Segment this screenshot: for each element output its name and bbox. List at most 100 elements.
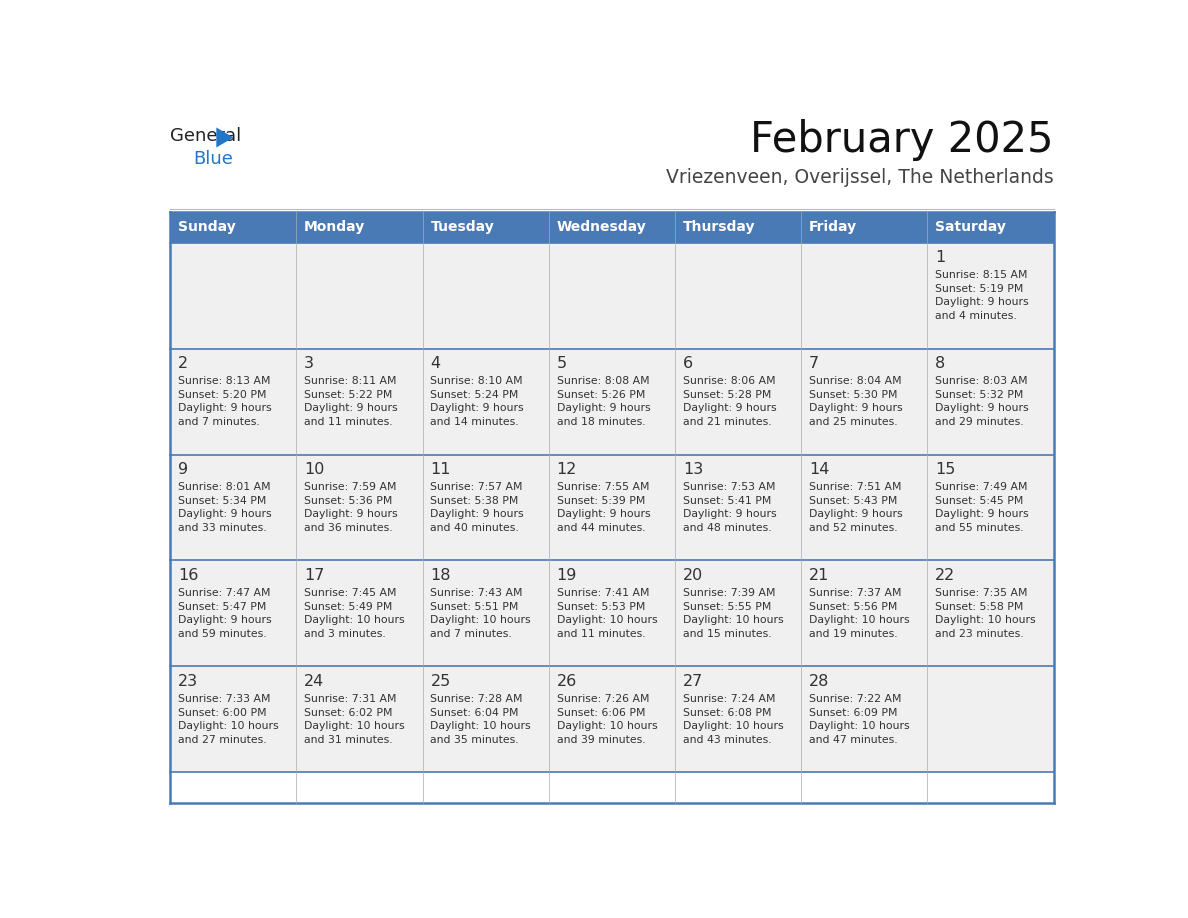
Text: 7: 7 (809, 356, 820, 371)
Text: Blue: Blue (194, 151, 233, 168)
Text: Sunset: 6:04 PM: Sunset: 6:04 PM (430, 708, 519, 718)
Text: Sunset: 5:24 PM: Sunset: 5:24 PM (430, 390, 519, 399)
Text: Daylight: 9 hours: Daylight: 9 hours (178, 509, 272, 520)
Text: Daylight: 9 hours: Daylight: 9 hours (809, 403, 903, 413)
Text: and 14 minutes.: and 14 minutes. (430, 417, 519, 427)
Text: Daylight: 10 hours: Daylight: 10 hours (430, 615, 531, 625)
Bar (170, 666, 1054, 772)
Text: Sunset: 5:41 PM: Sunset: 5:41 PM (683, 496, 771, 506)
Text: Daylight: 9 hours: Daylight: 9 hours (935, 509, 1029, 520)
Text: and 19 minutes.: and 19 minutes. (809, 629, 898, 639)
Text: 28: 28 (809, 674, 829, 689)
Text: Daylight: 9 hours: Daylight: 9 hours (935, 403, 1029, 413)
Text: Daylight: 10 hours: Daylight: 10 hours (809, 615, 910, 625)
Text: Sunset: 6:09 PM: Sunset: 6:09 PM (809, 708, 897, 718)
Text: Sunrise: 8:06 AM: Sunrise: 8:06 AM (683, 376, 776, 386)
Text: Sunrise: 7:47 AM: Sunrise: 7:47 AM (178, 588, 271, 599)
Text: 19: 19 (557, 568, 577, 583)
Text: Sunrise: 7:49 AM: Sunrise: 7:49 AM (935, 482, 1028, 492)
Text: Daylight: 10 hours: Daylight: 10 hours (557, 615, 657, 625)
Text: and 33 minutes.: and 33 minutes. (178, 522, 266, 532)
Text: 20: 20 (683, 568, 703, 583)
Text: Sunset: 6:00 PM: Sunset: 6:00 PM (178, 708, 266, 718)
Text: Tuesday: Tuesday (430, 220, 494, 234)
Text: and 7 minutes.: and 7 minutes. (178, 417, 260, 427)
Text: Sunrise: 7:39 AM: Sunrise: 7:39 AM (683, 588, 776, 599)
Text: and 3 minutes.: and 3 minutes. (304, 629, 386, 639)
Text: Friday: Friday (809, 220, 858, 234)
Text: Sunset: 5:32 PM: Sunset: 5:32 PM (935, 390, 1024, 399)
Text: Daylight: 10 hours: Daylight: 10 hours (304, 615, 405, 625)
Text: Sunrise: 7:37 AM: Sunrise: 7:37 AM (809, 588, 902, 599)
Text: Daylight: 10 hours: Daylight: 10 hours (430, 721, 531, 731)
Text: Daylight: 10 hours: Daylight: 10 hours (178, 721, 278, 731)
Text: 4: 4 (430, 356, 441, 371)
Text: and 47 minutes.: and 47 minutes. (809, 734, 898, 744)
Text: and 35 minutes.: and 35 minutes. (430, 734, 519, 744)
Text: Sunset: 5:20 PM: Sunset: 5:20 PM (178, 390, 266, 399)
Text: Sunset: 5:56 PM: Sunset: 5:56 PM (809, 601, 897, 611)
Text: 23: 23 (178, 674, 198, 689)
Text: Sunset: 5:36 PM: Sunset: 5:36 PM (304, 496, 392, 506)
Text: and 21 minutes.: and 21 minutes. (683, 417, 771, 427)
Bar (170, 349, 1054, 454)
Text: Sunset: 6:02 PM: Sunset: 6:02 PM (304, 708, 393, 718)
Text: Sunrise: 7:31 AM: Sunrise: 7:31 AM (304, 694, 397, 704)
Text: and 27 minutes.: and 27 minutes. (178, 734, 266, 744)
Text: Daylight: 9 hours: Daylight: 9 hours (304, 509, 398, 520)
Text: Daylight: 9 hours: Daylight: 9 hours (178, 403, 272, 413)
Text: Daylight: 9 hours: Daylight: 9 hours (430, 509, 524, 520)
Text: Sunset: 5:38 PM: Sunset: 5:38 PM (430, 496, 519, 506)
Text: Daylight: 9 hours: Daylight: 9 hours (304, 403, 398, 413)
Text: Daylight: 10 hours: Daylight: 10 hours (304, 721, 405, 731)
Text: Monday: Monday (304, 220, 366, 234)
Text: and 52 minutes.: and 52 minutes. (809, 522, 898, 532)
Text: Sunset: 5:47 PM: Sunset: 5:47 PM (178, 601, 266, 611)
Text: Sunset: 5:28 PM: Sunset: 5:28 PM (683, 390, 771, 399)
Text: Daylight: 9 hours: Daylight: 9 hours (430, 403, 524, 413)
Text: Sunrise: 7:22 AM: Sunrise: 7:22 AM (809, 694, 902, 704)
Bar (170, 242, 1054, 349)
Text: Thursday: Thursday (683, 220, 756, 234)
Text: 8: 8 (935, 356, 946, 371)
Text: Sunrise: 7:35 AM: Sunrise: 7:35 AM (935, 588, 1028, 599)
Text: Sunset: 5:43 PM: Sunset: 5:43 PM (809, 496, 897, 506)
Text: Daylight: 9 hours: Daylight: 9 hours (178, 615, 272, 625)
Text: Sunday: Sunday (178, 220, 235, 234)
Text: General: General (170, 127, 241, 145)
Text: Daylight: 9 hours: Daylight: 9 hours (809, 509, 903, 520)
Text: Sunset: 5:53 PM: Sunset: 5:53 PM (557, 601, 645, 611)
Polygon shape (216, 128, 233, 148)
Text: Sunrise: 7:43 AM: Sunrise: 7:43 AM (430, 588, 523, 599)
Text: Daylight: 10 hours: Daylight: 10 hours (683, 721, 783, 731)
Text: 22: 22 (935, 568, 955, 583)
Text: Sunset: 6:06 PM: Sunset: 6:06 PM (557, 708, 645, 718)
Text: Daylight: 9 hours: Daylight: 9 hours (683, 509, 777, 520)
Text: Sunrise: 7:41 AM: Sunrise: 7:41 AM (557, 588, 649, 599)
Text: 18: 18 (430, 568, 451, 583)
Text: Sunrise: 7:59 AM: Sunrise: 7:59 AM (304, 482, 397, 492)
Text: Sunset: 5:45 PM: Sunset: 5:45 PM (935, 496, 1024, 506)
Text: 17: 17 (304, 568, 324, 583)
Text: Daylight: 10 hours: Daylight: 10 hours (935, 615, 1036, 625)
Text: Daylight: 9 hours: Daylight: 9 hours (683, 403, 777, 413)
Text: Daylight: 10 hours: Daylight: 10 hours (557, 721, 657, 731)
Text: and 23 minutes.: and 23 minutes. (935, 629, 1024, 639)
Text: 3: 3 (304, 356, 314, 371)
Text: 24: 24 (304, 674, 324, 689)
Text: and 31 minutes.: and 31 minutes. (304, 734, 393, 744)
Text: Sunrise: 8:08 AM: Sunrise: 8:08 AM (557, 376, 649, 386)
Text: and 29 minutes.: and 29 minutes. (935, 417, 1024, 427)
Text: Daylight: 9 hours: Daylight: 9 hours (557, 509, 650, 520)
Text: and 43 minutes.: and 43 minutes. (683, 734, 771, 744)
Text: Sunrise: 8:10 AM: Sunrise: 8:10 AM (430, 376, 523, 386)
Text: Saturday: Saturday (935, 220, 1006, 234)
Text: Daylight: 9 hours: Daylight: 9 hours (557, 403, 650, 413)
Text: Daylight: 10 hours: Daylight: 10 hours (809, 721, 910, 731)
Text: Sunrise: 7:26 AM: Sunrise: 7:26 AM (557, 694, 649, 704)
Text: Sunrise: 7:24 AM: Sunrise: 7:24 AM (683, 694, 776, 704)
Text: 15: 15 (935, 462, 955, 477)
Text: and 11 minutes.: and 11 minutes. (304, 417, 393, 427)
Text: 16: 16 (178, 568, 198, 583)
Text: Sunrise: 8:11 AM: Sunrise: 8:11 AM (304, 376, 397, 386)
